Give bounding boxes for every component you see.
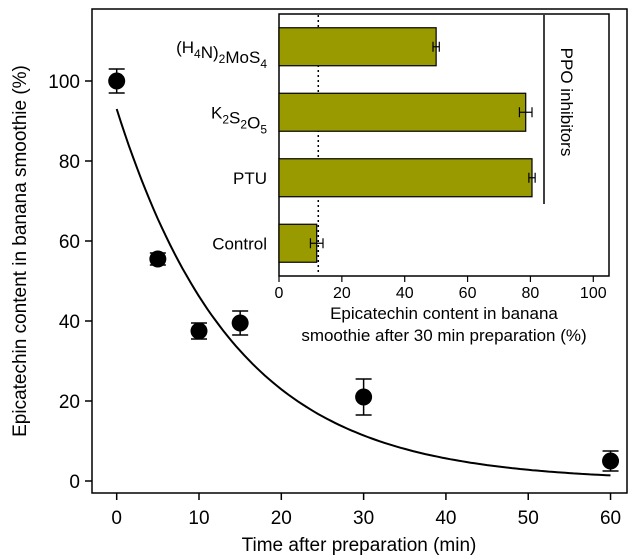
x-tick-label: 20 (271, 508, 292, 529)
inset-x-axis-label-line-1: Epicatechin content in banana (330, 304, 558, 323)
inset-x-tick-label: 0 (275, 285, 284, 302)
inset-x-tick-label: 60 (459, 285, 477, 302)
inset-x-axis-label-line-2: smoothie after 30 min preparation (%) (301, 326, 586, 345)
main-chart: 0 10 20 30 40 50 60 0 20 40 60 80 100 Time after pr… (10, 8, 628, 556)
inset-error-bar (432, 41, 440, 52)
y-tick-label: 40 (59, 312, 80, 333)
x-tick-label: 30 (353, 508, 374, 529)
main-plot-frame (91, 8, 628, 494)
inset-error-bar (518, 107, 533, 118)
data-point (108, 72, 126, 90)
inset-category-label: PTU (233, 169, 267, 188)
y-tick-label: 60 (59, 232, 80, 253)
main-y-axis-label: Epicatechin content in banana smoothie (… (10, 65, 31, 437)
inset-x-tick-label: 40 (396, 285, 414, 302)
data-point (231, 314, 249, 332)
main-x-axis-label: Time after preparation (min) (242, 535, 477, 556)
inset-error-bar (309, 238, 324, 249)
y-tick-label: 20 (59, 392, 80, 413)
data-point (602, 452, 620, 470)
inset-bar (278, 27, 437, 67)
main-x-axis: 0 10 20 30 40 50 60 (111, 493, 621, 529)
inset-x-tick-label: 20 (333, 285, 351, 302)
data-point (190, 322, 208, 340)
inset-plot-frame (278, 13, 610, 277)
inset-bars (278, 27, 536, 263)
y-tick-label: 80 (59, 152, 80, 173)
data-points (108, 68, 620, 472)
inset-bar (278, 92, 527, 132)
x-tick-label: 50 (518, 508, 539, 529)
inset-x-tick-label: 80 (522, 285, 540, 302)
inset-category-label: K2S2O5 (211, 103, 267, 136)
y-tick-label: 0 (69, 472, 80, 493)
x-tick-label: 10 (188, 508, 209, 529)
ppo-inhibitors-label: PPO inhibitors (557, 48, 576, 157)
y-tick-label: 100 (48, 72, 80, 93)
x-tick-label: 0 (111, 508, 122, 529)
inset-category-labels: (H4N)2MoS4 K2S2O5 PTU Control (176, 38, 267, 254)
main-y-axis: 0 20 40 60 80 100 (48, 72, 92, 493)
inset-error-bar (528, 172, 536, 183)
fit-curve (115, 108, 611, 477)
x-tick-label: 40 (435, 508, 456, 529)
inset-bar (278, 158, 533, 198)
inset-chart: 0 20 40 60 80 100 (H4N)2MoS4K2S2O5PTUControl … (176, 13, 610, 345)
data-point (149, 250, 167, 268)
inset-x-tick-label: 100 (580, 285, 607, 302)
inset-x-axis: 0 20 40 60 80 100 (275, 276, 607, 302)
x-tick-label: 60 (600, 508, 621, 529)
inset-category-label: Control (212, 234, 267, 253)
inset-category-label: (H4N)2MoS4 (176, 38, 267, 71)
data-point (355, 388, 373, 406)
